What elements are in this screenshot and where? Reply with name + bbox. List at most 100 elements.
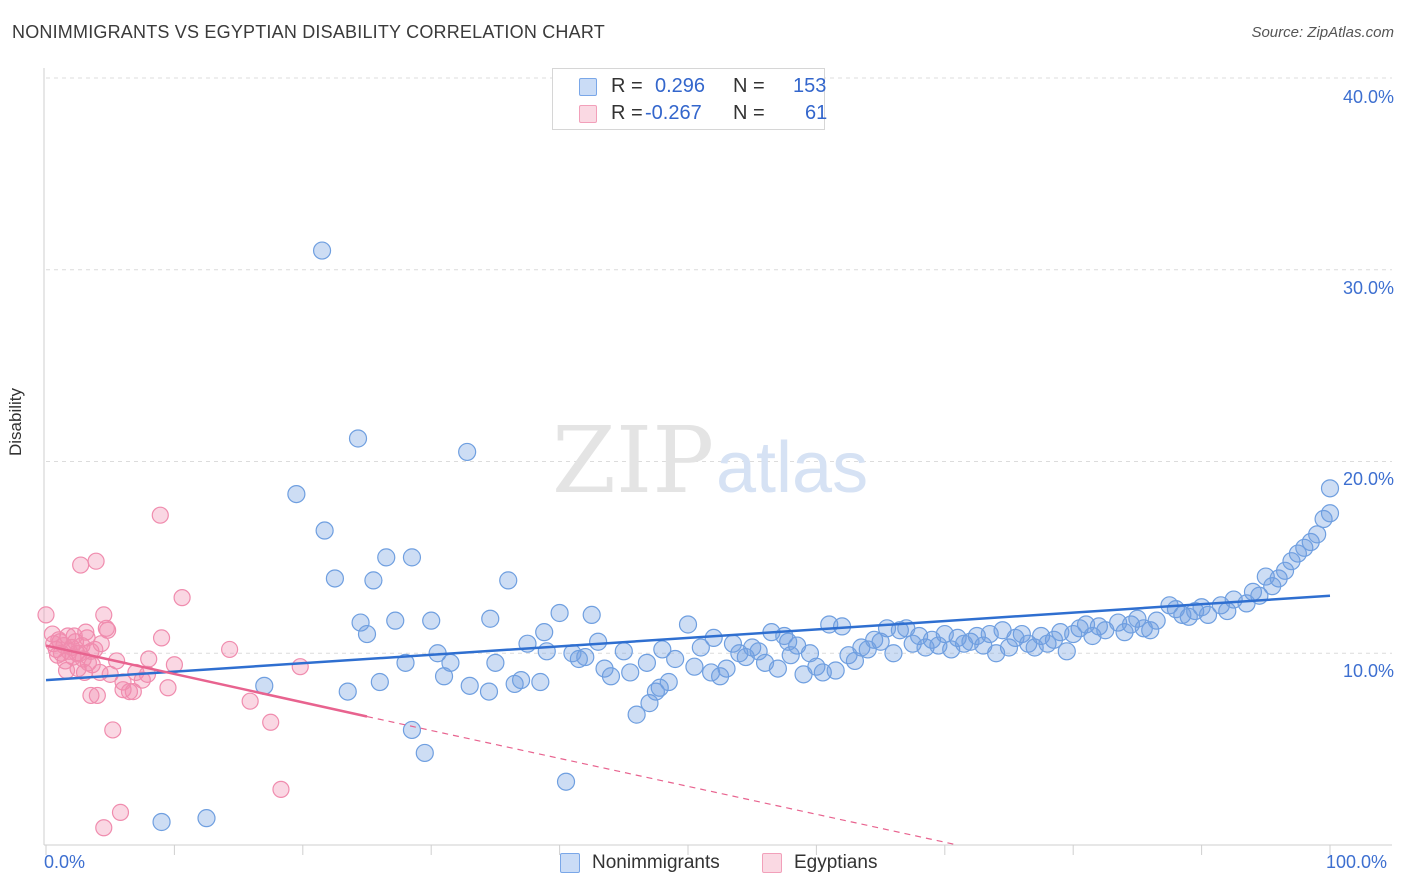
nonimmigrant-point bbox=[890, 621, 909, 640]
nonimmigrant-point bbox=[531, 672, 550, 692]
nonimmigrant-point bbox=[685, 657, 704, 676]
nonimmigrant-point bbox=[1057, 642, 1076, 661]
nonimmigrant-point bbox=[781, 646, 800, 665]
nonimmigrant-point bbox=[666, 649, 685, 669]
legend-n-value: 61 bbox=[805, 102, 828, 124]
egyptian-point bbox=[152, 629, 171, 647]
egyptian-point bbox=[124, 682, 142, 701]
nonimmigrant-point bbox=[794, 665, 813, 684]
nonimmigrant-point bbox=[460, 676, 479, 695]
legend-swatch-pink bbox=[762, 853, 782, 873]
legend-swatch-pink bbox=[579, 105, 597, 123]
nonimmigrant-point bbox=[653, 640, 672, 659]
egyptian-point bbox=[241, 692, 259, 710]
nonimmigrant-point bbox=[589, 632, 608, 651]
nonimmigrant-point bbox=[717, 659, 736, 678]
legend-label: Egyptians bbox=[794, 852, 878, 873]
nonimmigrant-point bbox=[678, 615, 698, 634]
nonimmigrant-point bbox=[820, 615, 839, 634]
egyptian-point bbox=[173, 589, 191, 607]
watermark-zip: ZIP bbox=[552, 407, 714, 514]
nonimmigrant-point bbox=[1320, 504, 1340, 523]
nonimmigrant-point bbox=[1308, 525, 1327, 544]
nonimmigrant-point bbox=[315, 521, 334, 540]
egyptian-point bbox=[221, 640, 239, 659]
chart-title: NONIMMIGRANTS VS EGYPTIAN DISABILITY COR… bbox=[12, 22, 605, 42]
egyptian-point bbox=[272, 780, 290, 798]
nonimmigrant-point bbox=[386, 611, 405, 630]
legend-swatch-blue bbox=[560, 853, 580, 873]
legend-r-label: R = bbox=[611, 75, 643, 97]
nonimmigrant-point bbox=[614, 642, 633, 661]
nonimmigrant-point bbox=[1275, 561, 1295, 580]
x-tick-label: 0.0% bbox=[44, 852, 86, 872]
watermark: ZIP atlas bbox=[552, 407, 868, 514]
nonimmigrant-point bbox=[627, 705, 646, 724]
egyptian-point bbox=[97, 619, 115, 637]
legend-r-value: 0.296 bbox=[655, 75, 706, 97]
source-label: Source: ZipAtlas.com bbox=[1251, 24, 1394, 41]
axes bbox=[43, 68, 1392, 855]
legend-n-label: N = bbox=[733, 102, 765, 124]
egyptian-point bbox=[88, 686, 106, 705]
nonimmigrant-point bbox=[768, 659, 787, 678]
egyptian-point bbox=[95, 819, 113, 837]
nonimmigrant-point bbox=[396, 653, 415, 672]
nonimmigrant-point bbox=[479, 682, 499, 701]
y-tick-label: 30.0% bbox=[1342, 278, 1394, 298]
nonimmigrant-point bbox=[370, 672, 389, 692]
nonimmigrant-point bbox=[659, 672, 678, 692]
nonimmigrant-point bbox=[884, 644, 903, 663]
legend-n-value: 153 bbox=[793, 75, 827, 97]
nonimmigrant-point bbox=[1128, 609, 1147, 628]
nonimmigrant-point bbox=[1064, 624, 1083, 644]
nonimmigrant-point bbox=[601, 667, 621, 686]
x-tick-label: 100.0% bbox=[1326, 852, 1388, 872]
nonimmigrant-point bbox=[637, 653, 657, 672]
nonimmigrant-point bbox=[569, 649, 588, 669]
nonimmigrant-point bbox=[779, 632, 798, 651]
egyptian-point bbox=[159, 679, 177, 697]
nonimmigrant-point bbox=[987, 644, 1006, 663]
egyptian-point bbox=[120, 682, 139, 701]
egyptian-point bbox=[82, 686, 100, 705]
nonimmigrant-point bbox=[1012, 624, 1031, 644]
egyptian-point bbox=[151, 506, 169, 524]
y-tick-label: 20.0% bbox=[1342, 469, 1394, 489]
nonimmigrant-point bbox=[845, 651, 865, 671]
nonimmigrant-point bbox=[582, 605, 601, 625]
trend-line-nonimmigrants bbox=[45, 594, 1331, 682]
egyptian-point bbox=[92, 635, 110, 653]
nonimmigrant-point bbox=[1320, 479, 1340, 498]
nonimmigrant-point bbox=[826, 661, 845, 680]
nonimmigrant-point bbox=[650, 678, 669, 697]
legend-n-label: N = bbox=[733, 75, 765, 97]
nonimmigrant-point bbox=[1198, 605, 1218, 625]
grid-lines bbox=[46, 77, 1392, 654]
nonimmigrant-point bbox=[537, 642, 556, 661]
egyptian-point bbox=[57, 661, 76, 680]
nonimmigrant-point bbox=[556, 772, 576, 791]
nonimmigrant-point bbox=[402, 720, 422, 740]
legend-r-value: -0.267 bbox=[645, 102, 702, 124]
legend-r-label: R = bbox=[611, 102, 643, 124]
nonimmigrant-point bbox=[338, 682, 357, 701]
trend-line-egyptians-extension bbox=[366, 715, 958, 846]
y-axis-label: Disability bbox=[6, 387, 25, 456]
nonimmigrant-point bbox=[1147, 611, 1166, 630]
egyptian-point bbox=[262, 713, 280, 731]
nonimmigrant-point bbox=[929, 636, 948, 655]
legend-swatch-blue bbox=[579, 78, 597, 96]
egyptian-point bbox=[37, 606, 55, 624]
nonimmigrant-point bbox=[422, 611, 441, 630]
nonimmigrant-point bbox=[550, 603, 569, 623]
egyptian-point bbox=[72, 556, 90, 574]
nonimmigrant-point bbox=[351, 613, 370, 632]
nonimmigrant-point bbox=[702, 663, 721, 682]
trend-lines bbox=[45, 594, 1331, 846]
nonimmigrant-point bbox=[152, 812, 171, 832]
nonimmigrant-point bbox=[640, 694, 659, 713]
nonimmigrant-point bbox=[458, 442, 477, 462]
series-nonimmigrants bbox=[152, 241, 1340, 832]
nonimmigrant-point bbox=[287, 484, 306, 504]
